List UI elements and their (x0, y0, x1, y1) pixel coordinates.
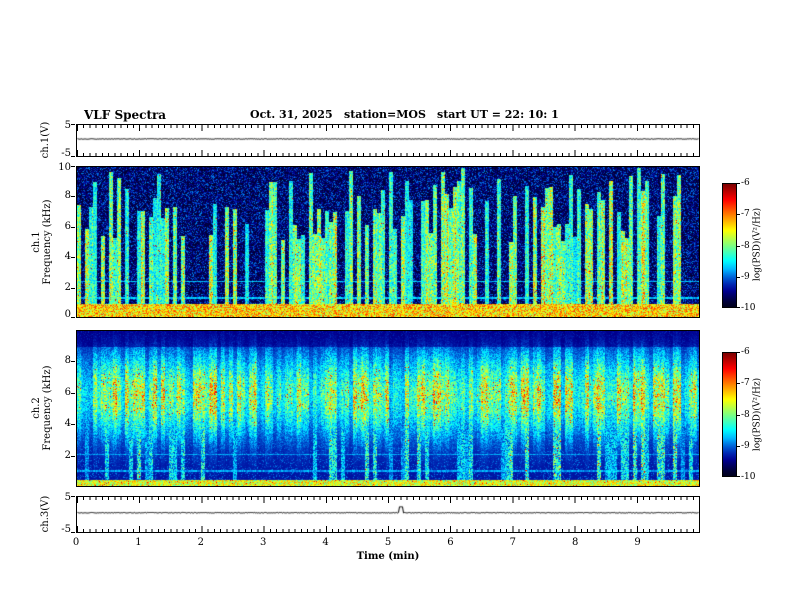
colorbar-tick-mark (737, 245, 740, 247)
y-tick-mark (71, 196, 75, 198)
freq-axis-label-ch1: ch.1 Frequency (kHz) (31, 182, 53, 302)
y-tick-label: 2 (64, 281, 71, 293)
y-tick-label: 6 (64, 386, 71, 398)
colorbar-tick-mark (737, 414, 740, 416)
colorbar-tick-label: -9 (741, 440, 750, 451)
colorbar-tick-label: -6 (741, 347, 750, 357)
colorbar-tick-mark (737, 276, 740, 278)
colorbar-tick-mark (737, 352, 740, 353)
x-tick-label: 0 (72, 537, 80, 548)
colorbar-tick-label: -10 (741, 303, 756, 313)
ch1-spectrogram-canvas (77, 167, 699, 317)
colorbar-tick-label: -7 (741, 378, 750, 389)
freq-axis-label-ch1-line1: ch.1 (31, 231, 42, 253)
y-axis-label-ch3v: ch.3(V) (40, 495, 51, 533)
tick-marks (77, 497, 699, 500)
colorbar-tick-mark (737, 214, 740, 216)
colorbar-ch1 (722, 183, 737, 308)
y-tick-mark (71, 392, 75, 394)
y-tick-label: 6 (64, 220, 71, 232)
colorbar-tick-mark (737, 307, 740, 308)
tick-marks (77, 497, 699, 503)
station-label: station=MOS (344, 108, 426, 121)
y-tick-label: 5 (64, 120, 71, 131)
y-tick-mark (71, 166, 75, 167)
y-tick-label: 5 (64, 492, 71, 503)
date-label: Oct. 31, 2025 (250, 108, 333, 121)
y-tick-mark (71, 257, 75, 259)
colorbar-tick-mark (737, 383, 740, 385)
x-tick-label: 3 (260, 537, 267, 548)
x-tick-label: 1 (135, 537, 142, 548)
tick-marks (77, 529, 699, 532)
freq-axis-label-ch2-line2: Frequency (kHz) (42, 365, 53, 451)
y-tick-label: 8 (64, 190, 71, 202)
colorbar-tick-label: -8 (741, 409, 750, 420)
x-tick-label: 9 (634, 537, 641, 548)
x-tick-label: 5 (384, 537, 392, 548)
colorbar-tick-label: -8 (741, 240, 750, 251)
freq-axis-label-ch1-line2: Frequency (kHz) (42, 199, 53, 285)
y-tick-mark (71, 361, 75, 363)
colorbar-ch2 (722, 352, 737, 477)
ch2-spectrogram-canvas (77, 331, 699, 486)
colorbar-ch1-canvas (723, 184, 736, 307)
x-tick-label: 4 (322, 537, 329, 548)
y-tick-mark (71, 317, 75, 318)
ch1-voltage-panel (76, 124, 700, 157)
colorbar-tick-label: -7 (741, 209, 750, 220)
freq-axis-label-ch2-line1: ch.2 (31, 397, 42, 419)
colorbar-tick-label: -6 (741, 178, 750, 188)
x-tick-label: 8 (572, 537, 579, 548)
freq-axis-label-ch2: ch.2 Frequency (kHz) (31, 348, 53, 468)
start-ut-label: start UT = 22: 10: 1 (437, 108, 559, 121)
y-tick-label: 2 (64, 449, 71, 461)
y-tick-label: 0 (64, 309, 71, 320)
colorbar-tick-mark (737, 476, 740, 477)
y-tick-mark (71, 424, 75, 426)
y-tick-mark (71, 124, 75, 125)
colorbar-tick-label: -9 (741, 271, 750, 282)
x-tick-label: 2 (197, 537, 204, 548)
tick-marks (77, 125, 699, 128)
y-tick-label: 4 (64, 418, 71, 430)
chart-title: VLF Spectra (84, 108, 167, 122)
y-tick-label: 10 (58, 162, 71, 173)
colorbar-tick-mark (737, 183, 740, 184)
colorbar-ch2-canvas (723, 353, 736, 476)
y-tick-mark (71, 455, 75, 457)
ch2-spectrogram-panel (76, 330, 700, 487)
y-tick-label: 8 (64, 355, 71, 367)
y-tick-mark (71, 156, 75, 157)
colorbar-tick-mark (737, 445, 740, 447)
y-tick-label: 4 (64, 251, 71, 263)
y-tick-label: -5 (61, 524, 71, 535)
y-tick-mark (71, 226, 75, 228)
tick-marks (77, 125, 699, 131)
y-tick-mark (71, 287, 75, 289)
ch3-voltage-panel (76, 496, 700, 533)
y-axis-label-ch1v: ch.1(V) (40, 121, 51, 159)
x-tick-label: 7 (509, 537, 516, 548)
ch1-spectrogram-panel (76, 166, 700, 318)
y-tick-mark (71, 496, 75, 497)
time-axis-label: Time (min) (356, 551, 420, 562)
y-tick-mark (71, 532, 75, 533)
tick-marks (77, 153, 699, 156)
y-tick-label: -5 (61, 148, 71, 159)
colorbar-tick-label: -10 (741, 472, 756, 482)
x-tick-label: 6 (447, 537, 454, 548)
